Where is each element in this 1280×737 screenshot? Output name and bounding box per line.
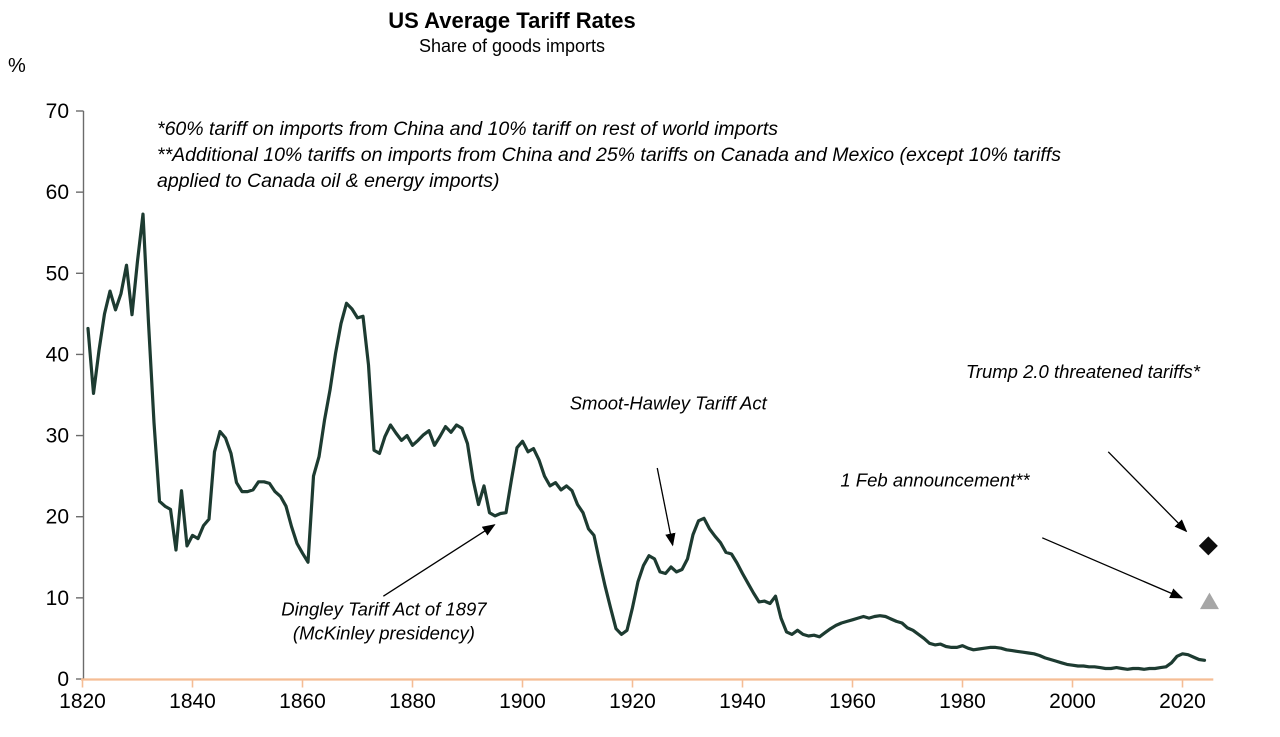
marker-triangle <box>1199 592 1219 610</box>
x-tick-label: 1920 <box>609 690 656 713</box>
y-tick-label: 20 <box>46 506 69 529</box>
annotation-arrow-smoot <box>656 467 676 547</box>
annotation-label-dingley: (McKinley presidency) <box>293 623 475 644</box>
y-tick-label: 0 <box>57 668 69 691</box>
footnotes: *60% tariff on imports from China and 10… <box>157 116 1061 194</box>
y-tick-label: 10 <box>46 587 69 610</box>
x-tick-label: 1900 <box>499 690 546 713</box>
footnote-line-1: *60% tariff on imports from China and 10… <box>157 118 779 140</box>
y-tick-label: 50 <box>46 262 69 285</box>
annotation-arrow-trump <box>1107 451 1188 533</box>
y-tick-label: 70 <box>46 100 69 123</box>
y-tick-label: 40 <box>46 343 69 366</box>
chart-subtitle: Share of goods imports <box>418 36 606 57</box>
annotation-label-dingley: Dingley Tariff Act of 1897 <box>281 599 487 620</box>
annotation-label-feb: 1 Feb announcement** <box>840 470 1030 491</box>
x-tick-label: 1820 <box>59 690 106 713</box>
x-tick-label: 1860 <box>279 690 326 713</box>
y-tick-label: 60 <box>46 181 69 204</box>
x-tick-label: 2020 <box>1159 690 1206 713</box>
tariff-line <box>86 212 1207 671</box>
x-tick-label: 1940 <box>719 690 766 713</box>
annotation-arrow-dingley <box>382 524 496 597</box>
x-tick-label: 1880 <box>389 690 436 713</box>
x-tick-label: 1840 <box>169 690 216 713</box>
x-tick-label: 2000 <box>1049 690 1096 713</box>
annotation-label-smoot: Smoot-Hawley Tariff Act <box>570 393 768 414</box>
x-tick-label: 1980 <box>939 690 986 713</box>
title-block: US Average Tariff Rates Share of goods i… <box>112 8 912 59</box>
y-axis-unit-label: % <box>8 55 26 77</box>
y-tick-label: 30 <box>46 425 69 448</box>
annotation-label-trump: Trump 2.0 threatened tariffs* <box>966 361 1201 382</box>
x-tick-label: 1960 <box>829 690 876 713</box>
chart-title: US Average Tariff Rates <box>388 8 636 33</box>
annotation-arrow-feb <box>1041 537 1184 599</box>
footnote-line-2: **Additional 10% tariffs on imports from… <box>157 144 1061 166</box>
footnote-line-3: applied to Canada oil & energy imports) <box>157 170 500 192</box>
marker-diamond <box>1198 536 1218 556</box>
